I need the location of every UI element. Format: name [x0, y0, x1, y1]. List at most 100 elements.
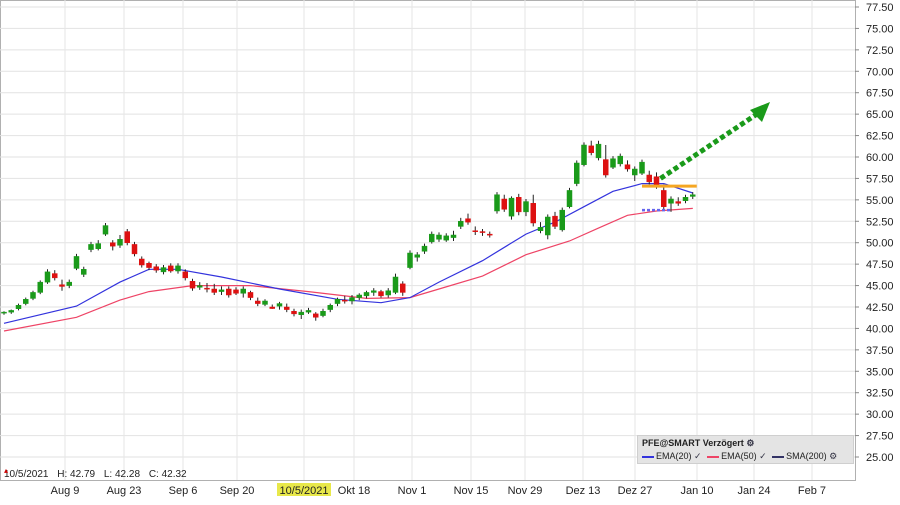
candle-body: [588, 145, 594, 153]
candle-body: [284, 306, 290, 310]
candle: [407, 250, 413, 270]
legend-title: PFE@SMART Verzögert ⚙: [642, 438, 754, 449]
candle: [146, 261, 152, 271]
sma200-settings-icon[interactable]: ⚙: [826, 451, 838, 461]
candle-body: [298, 311, 304, 315]
candle-body: [378, 291, 384, 297]
ema20-line: [3, 183, 693, 324]
candle: [675, 197, 681, 206]
candle: [73, 253, 80, 271]
candle: [175, 263, 181, 274]
legend-ema20[interactable]: EMA(20) ✓: [642, 451, 702, 462]
candle-body: [675, 201, 681, 204]
y-tick-label: 72.50: [866, 45, 894, 57]
candle-body: [160, 267, 167, 273]
legend-items: EMA(20) ✓ EMA(50) ✓ SMA(200) ⚙: [642, 451, 840, 462]
x-tick-label: Aug 9: [51, 485, 80, 497]
candle: [545, 214, 551, 240]
y-tick-label: 40.00: [866, 323, 894, 335]
candle: [204, 283, 210, 293]
candle-body: [494, 194, 500, 212]
candle-body: [88, 244, 94, 250]
x-tick-label: Jan 24: [737, 485, 770, 497]
candle: [566, 187, 573, 209]
candle-body: [385, 290, 391, 296]
settings-icon[interactable]: ⚙: [746, 438, 755, 448]
candle-body: [218, 289, 225, 292]
candle: [15, 303, 22, 311]
candle: [95, 240, 101, 251]
candle-body: [639, 161, 645, 174]
x-tick-label: Nov 29: [508, 485, 543, 497]
x-tick-label: Dez 27: [618, 485, 653, 497]
candle-body: [189, 281, 196, 289]
candle: [117, 235, 123, 248]
candle-body: [436, 234, 442, 240]
legend-sma200[interactable]: SMA(200) ⚙: [772, 451, 837, 462]
candle: [421, 243, 428, 254]
candle: [37, 280, 43, 295]
candle: [226, 286, 232, 298]
candle-body: [646, 174, 652, 183]
candle-body: [124, 231, 130, 243]
candle: [356, 293, 362, 301]
candle: [88, 241, 94, 253]
candle-body: [429, 233, 435, 243]
candle-body: [501, 198, 507, 210]
y-tick-label: 60.00: [866, 152, 894, 164]
candle-body: [421, 245, 428, 252]
candle: [588, 140, 594, 156]
candle: [371, 288, 377, 296]
candle-body: [516, 197, 522, 213]
y-tick-label: 57.50: [866, 173, 894, 185]
candle-body: [603, 159, 609, 176]
candle-body: [559, 209, 565, 231]
y-tick-label: 67.50: [866, 88, 894, 100]
candle: [632, 166, 638, 181]
x-tick-label: Nov 15: [454, 485, 489, 497]
candle-body: [371, 290, 377, 293]
crosshair-marker-icon: ▴: [4, 466, 9, 475]
candle: [363, 290, 370, 299]
candle-body: [458, 221, 464, 227]
candle-body: [487, 233, 493, 236]
candle-body: [117, 239, 123, 246]
candle-body: [530, 203, 536, 224]
candle: [262, 299, 268, 307]
candle: [537, 222, 544, 234]
ema50-settings-icon[interactable]: ✓: [756, 451, 767, 461]
candle: [247, 290, 254, 301]
legend-ema50[interactable]: EMA(50) ✓: [707, 451, 767, 462]
candle-body: [400, 283, 406, 293]
candle-body: [690, 194, 696, 197]
candle-body: [139, 258, 145, 266]
y-tick-label: 25.00: [866, 452, 894, 464]
candle-body: [1, 311, 7, 314]
candle: [233, 287, 239, 295]
candle: [501, 194, 507, 212]
y-tick-label: 35.00: [866, 366, 894, 378]
candle: [574, 160, 580, 187]
x-tick-label: Nov 1: [398, 485, 427, 497]
candle: [291, 308, 297, 317]
candle: [320, 308, 326, 318]
candle-body: [175, 265, 181, 272]
ohlc-high: H: 42.79: [57, 469, 96, 480]
ohlc-low: L: 42.28: [103, 469, 141, 480]
candle-body: [479, 231, 486, 233]
candle-body: [661, 190, 667, 207]
candle: [313, 312, 319, 321]
candle: [690, 192, 696, 199]
candle-body: [204, 287, 210, 290]
y-tick-label: 77.50: [866, 2, 894, 14]
candle: [334, 297, 341, 307]
candle-body: [320, 311, 326, 316]
candle-body: [356, 294, 362, 298]
y-tick-label: 55.00: [866, 195, 894, 207]
ema20-settings-icon[interactable]: ✓: [691, 451, 702, 461]
ema20-layer: [3, 183, 693, 324]
x-axis: Aug 9 Aug 23 Sep 6 Sep 20 10/5/2021 Okt 18 Nov…: [51, 483, 826, 497]
candle-body: [472, 230, 478, 232]
candle-body: [255, 300, 261, 304]
